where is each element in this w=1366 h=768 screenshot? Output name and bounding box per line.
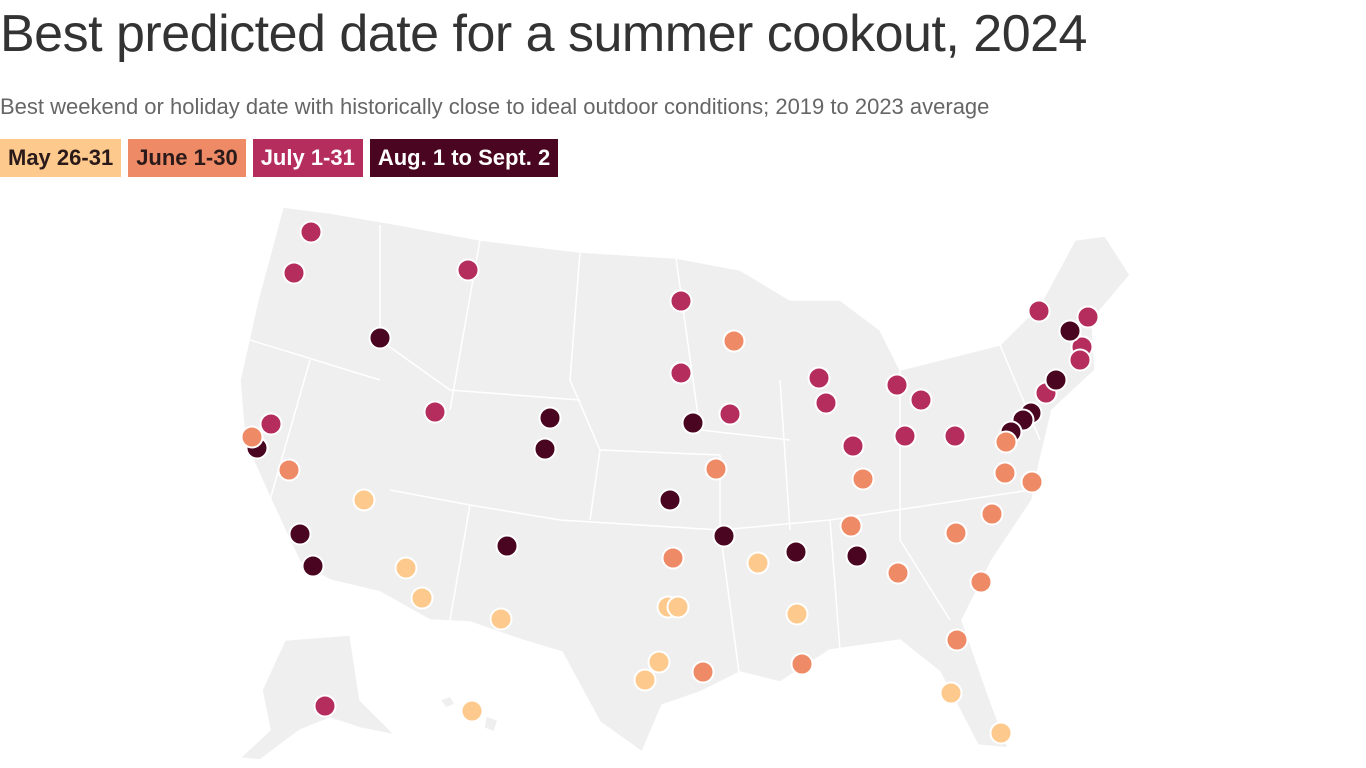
city-dot — [661, 546, 685, 570]
city-dot — [691, 660, 715, 684]
city-dot — [282, 261, 306, 285]
city-dot — [944, 521, 968, 545]
city-dot — [718, 402, 742, 426]
city-dot — [288, 522, 312, 546]
city-dot — [814, 391, 838, 415]
legend-item: June 1-30 — [128, 139, 246, 177]
city-dot — [1027, 299, 1051, 323]
us-map — [238, 206, 1131, 761]
city-dot — [851, 467, 875, 491]
title: Best predicted date for a summer cookout… — [0, 5, 1087, 63]
city-dot — [839, 514, 863, 538]
city-dot — [533, 437, 557, 461]
city-dot — [746, 551, 770, 575]
city-dot — [704, 457, 728, 481]
city-dot — [1020, 470, 1044, 494]
city-dot — [909, 388, 933, 412]
city-dot — [885, 373, 909, 397]
legend-item: May 26-31 — [0, 139, 122, 177]
city-dot — [669, 361, 693, 385]
city-dot — [980, 502, 1004, 526]
legend-item: Aug. 1 to Sept. 2 — [369, 139, 559, 177]
city-dot — [495, 534, 519, 558]
city-dot — [893, 424, 917, 448]
city-dot — [681, 411, 705, 435]
city-dot — [456, 258, 480, 282]
city-dot — [277, 458, 301, 482]
city-dot — [489, 607, 513, 631]
city-dot — [1068, 348, 1092, 372]
city-dot — [969, 570, 993, 594]
city-dot — [785, 602, 809, 626]
city-dot — [807, 366, 831, 390]
city-dot — [423, 400, 447, 424]
city-dot — [666, 595, 690, 619]
city-dot — [722, 329, 746, 353]
city-dots — [240, 220, 1100, 745]
city-dot — [301, 554, 325, 578]
city-dot — [1044, 368, 1068, 392]
city-dot — [989, 721, 1013, 745]
subtitle: Best weekend or holiday date with histor… — [0, 94, 990, 119]
city-dot — [790, 652, 814, 676]
city-dot — [460, 699, 484, 723]
city-dot — [647, 650, 671, 674]
city-dot — [945, 628, 969, 652]
city-dot — [352, 488, 376, 512]
city-dot — [784, 540, 808, 564]
city-dot — [939, 681, 963, 705]
city-dot — [886, 561, 910, 585]
legend-item: July 1-31 — [252, 139, 363, 177]
city-dot — [259, 412, 283, 436]
city-dot — [368, 326, 392, 350]
city-dot — [1076, 305, 1100, 329]
city-dot — [712, 524, 736, 548]
city-dot — [845, 544, 869, 568]
city-dot — [394, 556, 418, 580]
city-dot — [841, 434, 865, 458]
city-dot — [994, 430, 1018, 454]
city-dot — [410, 586, 434, 610]
city-dot — [313, 694, 337, 718]
city-dot — [658, 488, 682, 512]
city-dot — [633, 668, 657, 692]
city-dot — [669, 289, 693, 313]
city-dot — [943, 424, 967, 448]
city-dot — [1058, 319, 1082, 343]
city-dot — [538, 406, 562, 430]
legend: May 26-31 June 1-30 July 1-31 Aug. 1 to Sep… — [0, 139, 559, 177]
city-dot — [993, 461, 1017, 485]
city-dot — [240, 425, 264, 449]
city-dot — [299, 220, 323, 244]
